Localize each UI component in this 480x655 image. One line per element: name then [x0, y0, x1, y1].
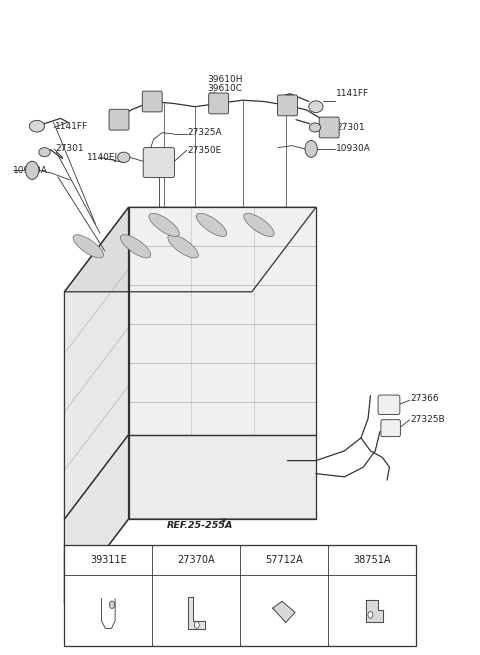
FancyBboxPatch shape — [109, 109, 129, 130]
Text: 10930A: 10930A — [13, 166, 48, 175]
Circle shape — [25, 161, 39, 179]
Polygon shape — [129, 208, 316, 435]
Text: 57712A: 57712A — [265, 555, 303, 565]
Circle shape — [109, 601, 115, 608]
Polygon shape — [64, 435, 129, 603]
Polygon shape — [64, 208, 316, 291]
Bar — [64, 545, 416, 646]
Text: 10930A: 10930A — [336, 144, 371, 153]
Polygon shape — [64, 208, 129, 519]
Ellipse shape — [120, 234, 151, 258]
Ellipse shape — [309, 101, 323, 113]
FancyBboxPatch shape — [209, 93, 228, 114]
Text: 1140EJ: 1140EJ — [87, 153, 119, 162]
Ellipse shape — [118, 152, 130, 162]
FancyBboxPatch shape — [277, 95, 298, 116]
FancyBboxPatch shape — [143, 147, 175, 178]
Text: 27325A: 27325A — [188, 128, 222, 137]
FancyBboxPatch shape — [142, 91, 162, 112]
Text: 38751A: 38751A — [353, 555, 390, 565]
Ellipse shape — [309, 123, 321, 132]
Text: 39610H: 39610H — [207, 75, 242, 84]
Circle shape — [194, 622, 199, 628]
Ellipse shape — [168, 234, 198, 258]
FancyBboxPatch shape — [381, 420, 400, 437]
Ellipse shape — [244, 214, 274, 236]
Text: 27366: 27366 — [411, 394, 439, 403]
Ellipse shape — [39, 147, 50, 157]
Circle shape — [368, 612, 373, 618]
Polygon shape — [188, 597, 205, 629]
Ellipse shape — [73, 234, 103, 258]
Text: 39610C: 39610C — [207, 84, 242, 93]
Polygon shape — [273, 601, 295, 622]
FancyBboxPatch shape — [378, 395, 400, 415]
Ellipse shape — [149, 214, 180, 236]
Text: 27370A: 27370A — [177, 555, 215, 565]
Text: 1141FF: 1141FF — [336, 89, 370, 98]
Circle shape — [305, 140, 317, 157]
Polygon shape — [366, 600, 384, 622]
Text: 39311E: 39311E — [90, 555, 127, 565]
Text: REF.25-255A: REF.25-255A — [167, 521, 233, 530]
Text: 1141FF: 1141FF — [55, 122, 88, 130]
Ellipse shape — [196, 214, 227, 236]
FancyBboxPatch shape — [319, 117, 339, 138]
Text: 27301: 27301 — [336, 123, 365, 132]
Text: 27301: 27301 — [55, 144, 84, 153]
Ellipse shape — [29, 121, 45, 132]
Text: 27325B: 27325B — [411, 415, 445, 424]
Polygon shape — [129, 435, 316, 519]
Text: 27350E: 27350E — [188, 145, 222, 155]
